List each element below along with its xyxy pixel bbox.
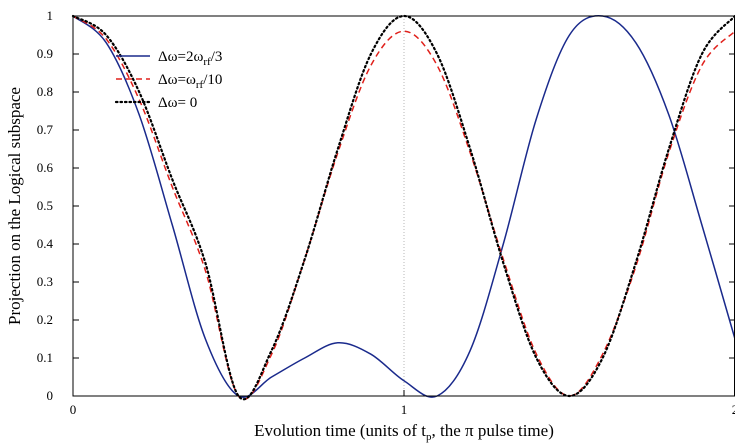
y-tick-label: 0.9 bbox=[37, 46, 53, 61]
legend-label-main: Δω=ω bbox=[158, 72, 196, 88]
y-tick-label: 0.7 bbox=[37, 122, 54, 137]
y-tick-label: 0.8 bbox=[37, 84, 53, 99]
y-tick-label: 1 bbox=[47, 8, 54, 23]
y-tick-label: 0 bbox=[47, 388, 54, 403]
series-line-1 bbox=[72, 15, 735, 399]
x-axis-title: Evolution time (units of tp, the π pulse… bbox=[254, 421, 554, 443]
y-tick-label: 0.4 bbox=[37, 236, 54, 251]
y-tick-label: 0.1 bbox=[37, 350, 53, 365]
legend-label-main: Δω= 0 bbox=[158, 95, 197, 111]
tick-labels: 0 0.1 0.2 0.3 0.4 0.5 0.6 0.7 0.8 0.9 1 0 1 2 bbox=[37, 8, 735, 417]
legend-label-2: Δω=ωrf/10 bbox=[158, 72, 222, 91]
x-tick-label: 1 bbox=[401, 402, 408, 417]
y-tick-label: 0.5 bbox=[37, 198, 53, 213]
legend-label-subscript: rf bbox=[196, 79, 204, 91]
y-tick-label: 0.2 bbox=[37, 312, 53, 327]
x-axis-title-main: Evolution time (units of t bbox=[254, 421, 426, 440]
x-axis-title-subscript: p bbox=[426, 431, 432, 443]
series-line-2 bbox=[72, 15, 735, 400]
y-axis-title: Projection on the Logical subspace bbox=[5, 87, 24, 325]
y-tick-label: 0.3 bbox=[37, 274, 53, 289]
legend-label-subscript: rf bbox=[203, 56, 211, 68]
legend-label-main: Δω=2ω bbox=[158, 49, 203, 65]
legend-label-suffix: /3 bbox=[211, 49, 223, 65]
x-tick-label: 2 bbox=[732, 402, 735, 417]
legend-label-3: Δω= 0 bbox=[158, 95, 197, 111]
x-tick-label: 0 bbox=[70, 402, 77, 417]
legend-label-1: Δω=2ωrf/3 bbox=[158, 49, 222, 68]
x-axis-title-suffix: , the π pulse time) bbox=[432, 421, 554, 440]
y-tick-label: 0.6 bbox=[37, 160, 54, 175]
legend-label-suffix: /10 bbox=[203, 72, 222, 88]
